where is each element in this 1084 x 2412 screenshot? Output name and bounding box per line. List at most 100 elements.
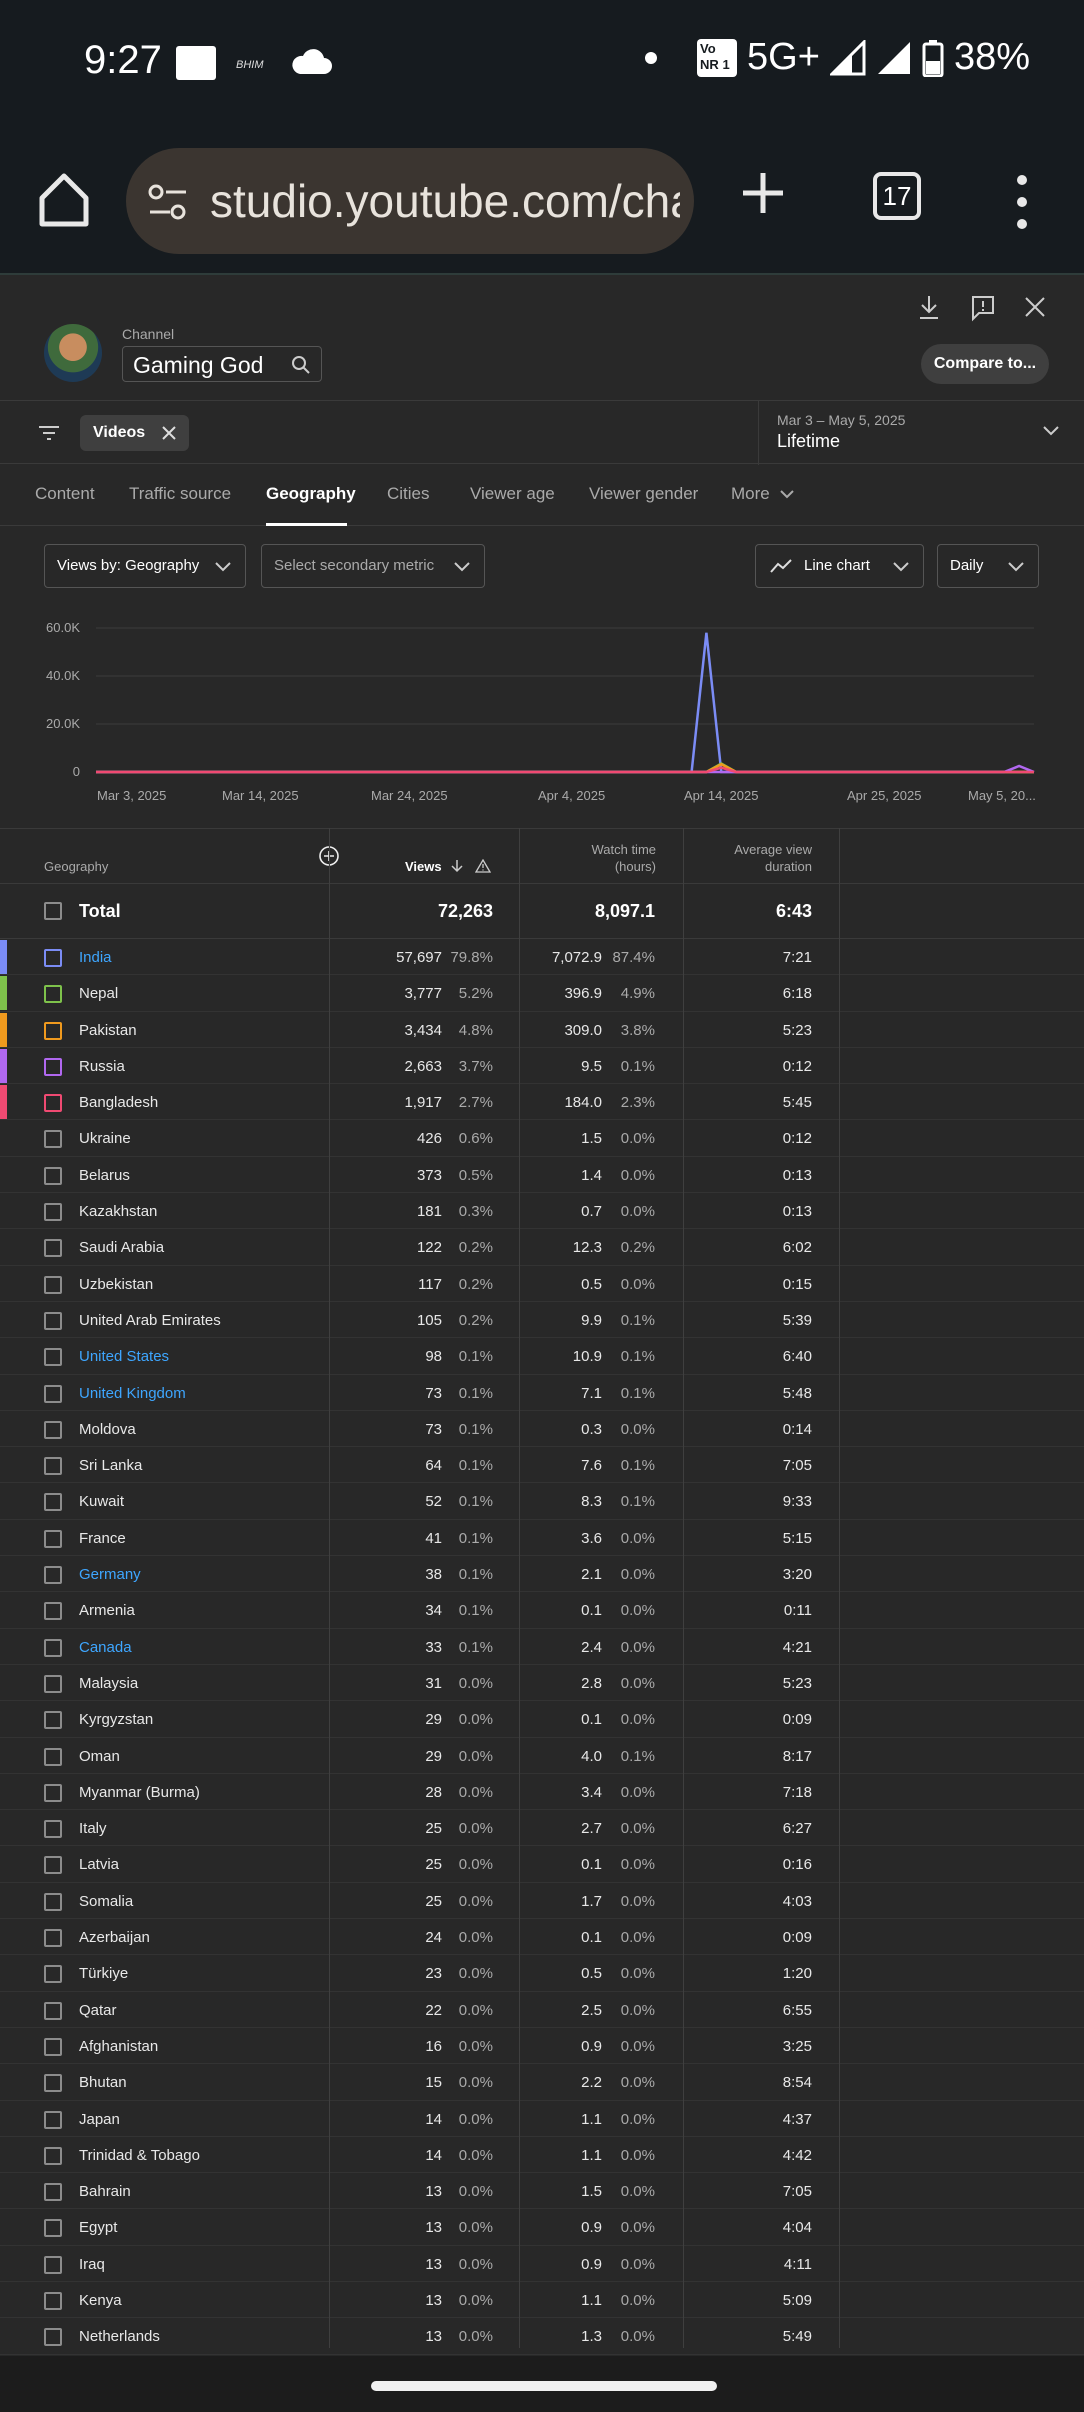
- row-checkbox[interactable]: [44, 2037, 62, 2056]
- tab-switcher-button[interactable]: 17: [873, 172, 921, 220]
- row-checkbox[interactable]: [44, 2146, 62, 2165]
- country-name[interactable]: India: [79, 949, 112, 966]
- close-icon[interactable]: [1018, 290, 1052, 324]
- row-checkbox[interactable]: [44, 1311, 62, 1330]
- table-row: United Kingdom 73 0.1% 7.1 0.1% 5:48: [0, 1375, 1084, 1411]
- row-checkbox[interactable]: [44, 1166, 62, 1185]
- site-settings-icon[interactable]: [146, 180, 190, 224]
- views-by-dropdown[interactable]: Views by: Geography: [44, 544, 246, 588]
- country-name[interactable]: United States: [79, 1348, 170, 1366]
- download-icon[interactable]: [912, 290, 946, 324]
- new-tab-icon[interactable]: [740, 170, 786, 216]
- search-icon[interactable]: [291, 355, 311, 375]
- videos-filter-chip[interactable]: Videos: [80, 415, 190, 451]
- tab-cities[interactable]: Cities: [387, 484, 430, 503]
- row-checkbox[interactable]: [44, 1711, 62, 1730]
- row-checkbox[interactable]: [44, 1384, 62, 1403]
- tab-more[interactable]: More: [731, 484, 795, 504]
- table-row: Bangladesh 1,917 2.7% 184.0 2.3% 5:45: [0, 1084, 1084, 1121]
- row-checkbox[interactable]: [44, 1602, 62, 1621]
- watch-time-percent: 0.0%: [620, 1929, 655, 1947]
- row-checkbox[interactable]: [44, 1420, 62, 1439]
- row-checkbox[interactable]: [44, 1275, 62, 1294]
- country-name[interactable]: United Kingdom: [79, 1384, 186, 1402]
- sort-down-icon[interactable]: [450, 859, 464, 873]
- header-geography[interactable]: Geography: [44, 859, 109, 874]
- header-average-view-duration[interactable]: Average view duration: [734, 842, 812, 874]
- zomato-notification-icon: [176, 46, 216, 80]
- feedback-icon[interactable]: [966, 290, 1000, 324]
- row-checkbox[interactable]: [44, 1094, 62, 1113]
- average-duration-value: 5:49: [782, 2328, 812, 2346]
- watch-time-percent: 0.1%: [620, 1057, 655, 1075]
- row-checkbox[interactable]: [44, 985, 62, 1004]
- row-checkbox[interactable]: [44, 2110, 62, 2129]
- row-checkbox[interactable]: [44, 1856, 62, 1875]
- channel-selector[interactable]: Gaming God: [122, 346, 322, 382]
- table-row: Latvia 25 0.0% 0.1 0.0% 0:16: [0, 1846, 1084, 1883]
- row-checkbox[interactable]: [44, 2255, 62, 2274]
- views-value: 25: [425, 1892, 442, 1910]
- date-range-selector[interactable]: Mar 3 – May 5, 2025 Lifetime: [758, 401, 1084, 465]
- views-percent: 79.8%: [450, 949, 493, 966]
- row-checkbox[interactable]: [44, 1493, 62, 1512]
- secondary-metric-dropdown[interactable]: Select secondary metric: [261, 544, 485, 588]
- row-checkbox[interactable]: [44, 1203, 62, 1222]
- tab-viewer-age[interactable]: Viewer age: [470, 484, 555, 503]
- views-percent: 0.0%: [458, 2146, 493, 2164]
- chart-type-dropdown[interactable]: Line chart: [755, 544, 924, 588]
- row-checkbox[interactable]: [44, 1021, 62, 1040]
- series-line-bangladesh: [96, 766, 1034, 774]
- country-name: Türkiye: [79, 1965, 129, 1983]
- address-bar[interactable]: studio.youtube.com/channel: [126, 148, 694, 254]
- row-checkbox[interactable]: [44, 949, 62, 967]
- views-value: 33: [425, 1638, 442, 1656]
- home-icon[interactable]: [36, 170, 92, 230]
- tab-traffic-source[interactable]: Traffic source: [129, 484, 232, 503]
- row-checkbox[interactable]: [44, 1747, 62, 1766]
- row-checkbox[interactable]: [44, 2328, 62, 2347]
- compare-button[interactable]: Compare to...: [921, 344, 1049, 384]
- row-checkbox[interactable]: [44, 1638, 62, 1657]
- volte-icon: Vo NR 1: [697, 38, 738, 77]
- total-row: Total 72,263 8,097.1 6:43: [0, 884, 1084, 939]
- country-name[interactable]: Canada: [79, 1638, 132, 1656]
- home-gesture-handle[interactable]: [371, 2381, 717, 2391]
- row-checkbox[interactable]: [44, 1783, 62, 1802]
- row-checkbox[interactable]: [44, 2291, 62, 2310]
- row-checkbox[interactable]: [44, 1929, 62, 1948]
- more-vert-icon[interactable]: [1012, 172, 1032, 232]
- tab-content[interactable]: Content: [35, 484, 95, 503]
- views-value: 105: [416, 1311, 442, 1329]
- row-checkbox[interactable]: [44, 1566, 62, 1585]
- row-checkbox[interactable]: [44, 1529, 62, 1548]
- column-divider: [839, 828, 840, 2348]
- row-checkbox[interactable]: [44, 1239, 62, 1258]
- row-checkbox[interactable]: [44, 2001, 62, 2020]
- granularity-dropdown[interactable]: Daily: [937, 544, 1039, 588]
- row-checkbox[interactable]: [44, 1457, 62, 1476]
- filter-icon[interactable]: [38, 425, 60, 441]
- row-checkbox[interactable]: [44, 2219, 62, 2238]
- country-name[interactable]: Germany: [79, 1566, 141, 1584]
- views-percent: 0.0%: [458, 1747, 493, 1765]
- header-watch-time[interactable]: Watch time (hours): [591, 842, 656, 874]
- tab-geography[interactable]: Geography: [266, 484, 356, 503]
- watch-time-value: 2.4: [581, 1638, 602, 1656]
- row-checkbox[interactable]: [44, 1892, 62, 1911]
- row-checkbox[interactable]: [44, 2183, 62, 2202]
- row-checkbox[interactable]: [44, 1057, 62, 1076]
- row-checkbox[interactable]: [44, 1348, 62, 1367]
- tab-viewer-gender[interactable]: Viewer gender: [589, 484, 699, 503]
- row-checkbox[interactable]: [44, 1820, 62, 1839]
- row-checkbox[interactable]: [44, 1965, 62, 1984]
- views-value: 3,777: [404, 985, 442, 1003]
- table-row: Egypt 13 0.0% 0.9 0.0% 4:04: [0, 2209, 1084, 2246]
- row-checkbox[interactable]: [44, 1130, 62, 1149]
- watch-time-value: 1.4: [581, 1166, 602, 1184]
- header-views[interactable]: Views: [405, 859, 442, 874]
- row-checkbox[interactable]: [44, 1674, 62, 1693]
- row-checkbox[interactable]: [44, 2074, 62, 2093]
- remove-filter-icon[interactable]: [161, 425, 177, 441]
- total-checkbox[interactable]: [44, 902, 62, 920]
